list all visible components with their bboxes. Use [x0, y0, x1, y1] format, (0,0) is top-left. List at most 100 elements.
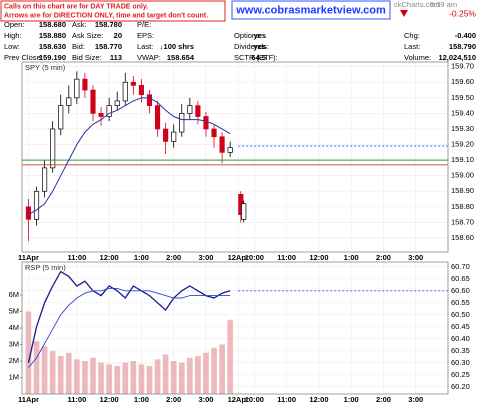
y-tick-label: 60.30 [451, 358, 470, 367]
field-label: EPS: [137, 31, 154, 40]
x-tick-label: 2:00 [166, 395, 181, 404]
y-tick-label: 60.40 [451, 334, 470, 343]
quote-header: Open: 158.680 High: 158.880 Low: 158.630 Prev … [4, 20, 476, 62]
volume-bar [162, 354, 169, 394]
y-tick-label: 60.25 [451, 370, 470, 379]
y-tick-label: 60.65 [451, 274, 470, 283]
field-label: Chg: [404, 31, 420, 40]
candle-body [154, 105, 161, 130]
y-tick-label: 60.20 [451, 382, 470, 391]
candle-body [195, 105, 201, 117]
volume-bar [178, 362, 185, 394]
y-tick-label: 159.30 [451, 124, 474, 133]
volume-bar [122, 362, 129, 394]
x-tick-label: 3:00 [198, 253, 213, 262]
logo: ckCharts.com [394, 0, 440, 9]
field-label: Dividends: [234, 42, 269, 51]
candle-body [66, 97, 72, 106]
volume-bar [57, 356, 64, 394]
candle-body [187, 105, 193, 114]
link-box[interactable] [231, 0, 391, 20]
series-line [28, 287, 231, 368]
y-tick-label: 159.40 [451, 108, 474, 117]
x-tick-label: 11Apr [18, 253, 39, 262]
candle-body [179, 113, 185, 133]
change-pct: -0.25% [449, 8, 476, 18]
candle-body [241, 203, 247, 220]
y-tick-label: 60.55 [451, 298, 470, 307]
field-value: 113 [110, 53, 122, 62]
time: 9:39 am [430, 0, 457, 9]
candle-body [82, 78, 88, 91]
field-label: Ask Size: [72, 31, 103, 40]
down-arrow [400, 10, 408, 17]
x-tick-label: 11:00 [67, 253, 86, 262]
notice-line: Arrows are for DIRECTION ONLY, time and … [4, 12, 208, 19]
volume-bar [65, 352, 72, 394]
x-tick-label: 10:00 [245, 395, 264, 404]
notice-box [0, 0, 226, 22]
x-tick-label: 1:00 [344, 395, 359, 404]
panel [22, 62, 448, 252]
volume-bar [98, 362, 104, 394]
y-tick-label: 60.45 [451, 322, 470, 331]
y-tick-label: 60.50 [451, 310, 470, 319]
y-tick-label: 158.60 [451, 233, 474, 242]
field-label: Ask: [72, 20, 87, 29]
charts: 158.60 158.70 158.80 158.90 159.00 159.10 159.… [9, 61, 474, 404]
candle-body [50, 128, 56, 169]
x-tick-label: 12:00 [309, 395, 328, 404]
y-tick-label: 159.10 [451, 155, 474, 164]
y-tick-label: 159.20 [451, 140, 474, 149]
volume-bar [33, 341, 40, 394]
candle-body [42, 167, 48, 192]
volume-tick-label: 3M [9, 339, 19, 348]
x-tick-label: 2:00 [376, 253, 391, 262]
y-tick-label: 60.35 [451, 346, 470, 355]
x-tick-label: 12Apr [228, 253, 249, 262]
x-tick-label: 12:00 [100, 253, 119, 262]
volume-bar [154, 359, 161, 394]
field-label: SCTR (ETF): [234, 53, 278, 62]
field-label: Last: [404, 42, 420, 51]
volume-bar [41, 346, 48, 394]
candle-body [130, 81, 136, 86]
field-label: Open: [4, 20, 24, 29]
x-tick-label: 3:00 [198, 395, 213, 404]
volume-bar [130, 361, 137, 394]
x-tick-label: 11:00 [67, 395, 86, 404]
y-tick-label: 158.80 [451, 202, 474, 211]
volume-bar [170, 361, 177, 394]
field-label: P/E: [137, 20, 151, 29]
x-tick-label: 12:00 [309, 253, 328, 262]
field-value: -0.400 [455, 31, 476, 40]
x-tick-label: 11:00 [277, 395, 296, 404]
x-tick-label: 12:00 [100, 395, 119, 404]
volume-bar [146, 365, 153, 394]
field-label: Volume: [404, 53, 431, 62]
panel-frame [21, 61, 449, 253]
x-tick-label: 1:00 [344, 253, 359, 262]
field-value: 158.880 [39, 31, 66, 40]
candle-body [106, 105, 112, 117]
y-tick-label: 158.90 [451, 186, 474, 195]
field-label: Prev Close: [4, 53, 43, 62]
volume-bar [195, 356, 201, 394]
y-tick-label: 159.60 [451, 77, 474, 86]
volume-tick-label: 2M [9, 356, 19, 365]
field-value: 158.630 [39, 42, 66, 51]
y-tick-label: 60.60 [451, 286, 470, 295]
notice-line: Calls on this chart are for DAY TRADE on… [4, 3, 148, 10]
candle-body [163, 128, 169, 142]
volume-bar [203, 352, 209, 394]
volume-bar [74, 359, 80, 394]
site-link[interactable]: www.cobrasmarketview.com [235, 4, 386, 16]
volume-bar [114, 365, 121, 394]
field-value: 158.680 [39, 20, 66, 29]
field-label: Bid: [72, 42, 85, 51]
x-tick-label: 11Apr [18, 395, 39, 404]
field-label: High: [4, 31, 22, 40]
volume-bar [90, 357, 96, 394]
volume-bar [227, 319, 233, 394]
